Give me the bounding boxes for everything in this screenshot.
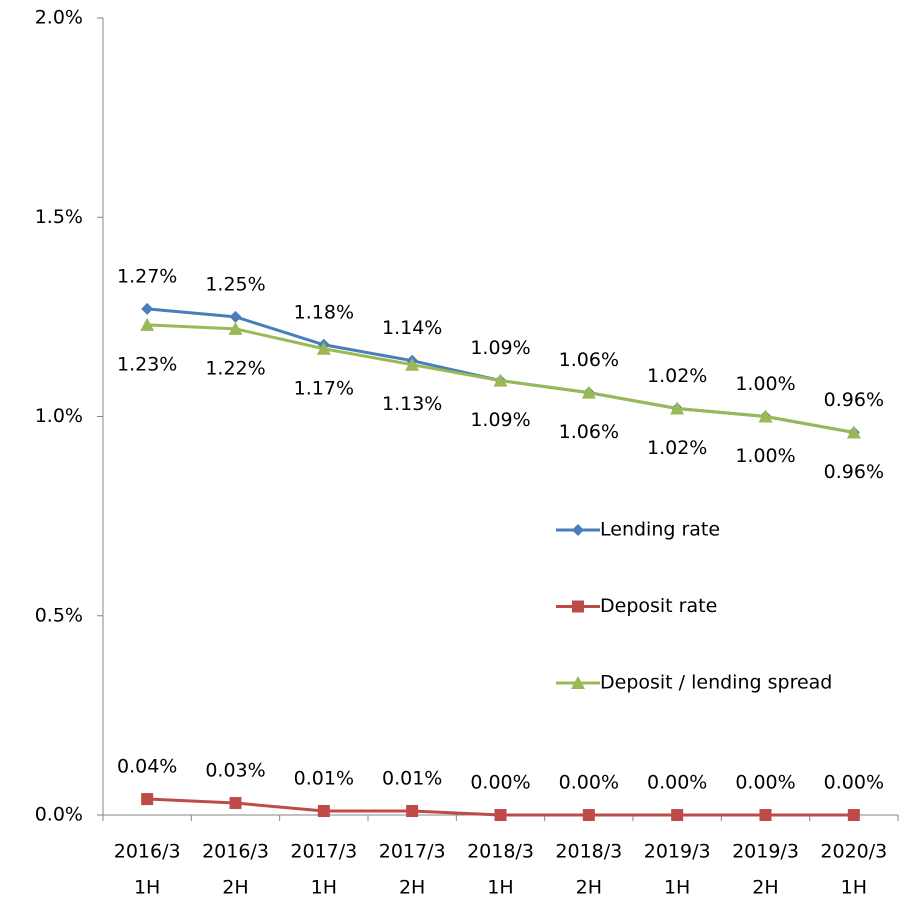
legend-label: Lending rate [600,519,720,541]
x-tick-label: 2019/3 [732,841,799,863]
y-tick-label: 0.5% [35,604,83,626]
data-label: 1.06% [559,349,619,371]
x-tick-label: 2019/3 [644,841,711,863]
data-label: 1.09% [470,337,530,359]
marker [670,401,685,415]
data-label: 0.00% [824,772,884,794]
marker [846,425,861,439]
x-tick-label: 2H [576,877,602,899]
marker [406,805,419,818]
data-label: 1.00% [735,445,795,467]
data-label: 1.13% [382,393,442,415]
x-tick-label: 2016/3 [202,841,269,863]
data-label: 1.06% [559,421,619,443]
data-label: 1.00% [735,373,795,395]
data-label: 0.96% [824,389,884,411]
marker [493,373,508,387]
legend-label: Deposit rate [600,595,717,617]
marker [141,793,154,806]
data-label: 1.27% [117,265,177,287]
marker [759,809,772,821]
y-tick-label: 0.0% [35,804,83,826]
marker [572,600,584,613]
marker [581,385,596,399]
marker [141,302,154,315]
data-label: 1.02% [647,437,707,459]
data-label: 0.00% [735,772,795,794]
y-tick-label: 1.0% [35,405,83,427]
marker [229,797,242,810]
x-tick-label: 2H [399,877,425,899]
x-tick-label: 2017/3 [290,841,357,863]
x-tick-label: 1H [841,877,867,899]
marker [571,676,585,689]
data-label: 0.01% [294,768,354,790]
x-tick-label: 1H [134,877,160,899]
data-label: 0.00% [559,772,619,794]
data-label: 1.18% [294,301,354,323]
data-label: 0.01% [382,768,442,790]
marker [758,409,773,423]
marker [229,310,242,323]
data-label: 1.17% [294,377,354,399]
marker [494,809,507,821]
marker [582,809,595,821]
data-label: 1.09% [470,409,530,431]
data-label: 1.22% [205,357,265,379]
x-tick-label: 1H [311,877,337,899]
marker [228,321,243,335]
data-label: 1.14% [382,317,442,339]
marker [316,341,331,355]
data-label: 0.00% [647,772,707,794]
x-tick-label: 1H [487,877,513,899]
marker [317,805,330,818]
y-tick-label: 1.5% [35,206,83,228]
x-tick-label: 2020/3 [820,841,887,863]
data-label: 0.00% [470,772,530,794]
x-tick-label: 2H [752,877,778,899]
x-tick-label: 2017/3 [379,841,446,863]
x-tick-label: 2018/3 [555,841,622,863]
y-tick-label: 2.0% [35,7,83,29]
legend-label: Deposit / lending spread [600,672,832,694]
x-tick-label: 2018/3 [467,841,534,863]
marker [847,809,860,821]
data-label: 0.03% [205,760,265,782]
data-label: 0.96% [824,461,884,483]
marker [405,357,420,371]
data-label: 1.23% [117,353,177,375]
data-label: 1.02% [647,365,707,387]
data-label: 1.25% [205,273,265,295]
x-tick-label: 2H [222,877,248,899]
x-tick-label: 1H [664,877,690,899]
marker [140,317,155,331]
x-tick-label: 2016/3 [114,841,181,863]
marker [671,809,684,821]
marker [572,524,584,536]
data-label: 0.04% [117,756,177,778]
